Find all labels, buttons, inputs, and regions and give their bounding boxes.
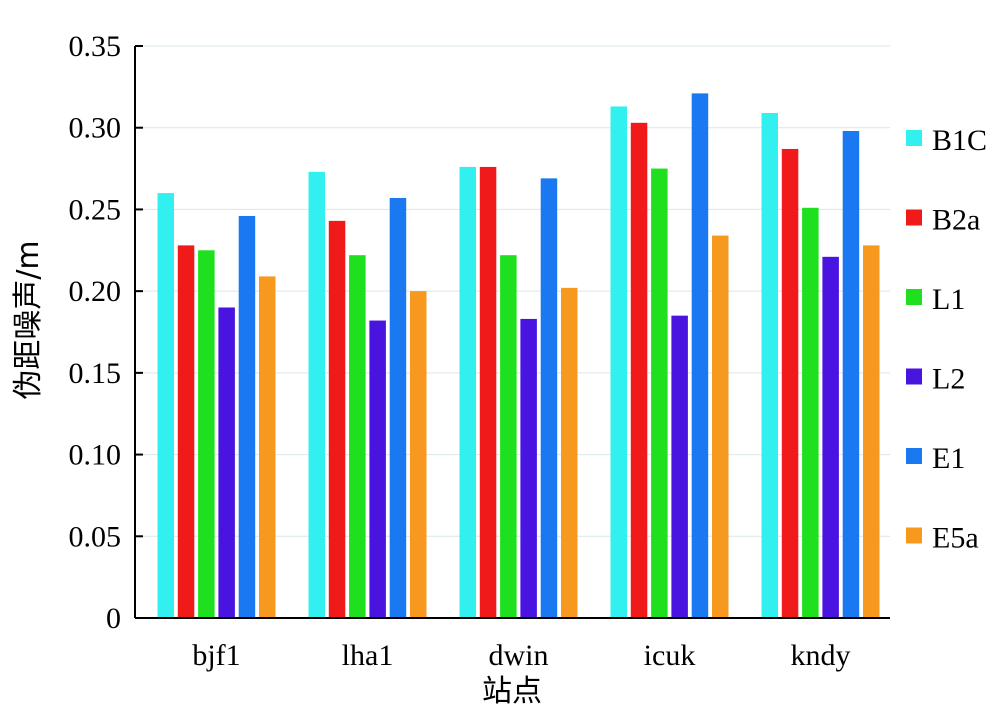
x-tick-label-lha1: lha1 <box>342 639 394 672</box>
bar-E5a-lha1 <box>410 291 427 618</box>
bar-E1-bjf1 <box>238 215 256 619</box>
bar-E1-kndy <box>842 130 860 619</box>
y-tick-label: 0.30 <box>69 112 122 145</box>
legend-swatch-E1 <box>906 448 922 464</box>
bar-L1-dwin <box>500 255 517 618</box>
legend-label-B1C: B1C <box>932 124 987 157</box>
bar-L1-kndy <box>802 207 819 618</box>
y-axis-title: 伪距噪声/m <box>11 240 46 399</box>
y-tick-label: 0.15 <box>69 357 122 390</box>
bars-group <box>157 93 880 619</box>
x-tick-labels: bjf1 lha1 dwin icuk kndy <box>192 639 850 672</box>
bar-B2a-icuk <box>630 122 648 618</box>
legend-swatch-B1C <box>906 130 922 146</box>
y-tick-labels: 0 0.05 0.10 0.15 0.20 0.25 0.30 0.35 <box>69 30 143 635</box>
legend-swatch-E5a <box>906 527 922 544</box>
bar-L1-lha1 <box>349 255 366 618</box>
bar-L2-icuk <box>671 315 688 618</box>
bar-B1C-kndy <box>761 113 778 619</box>
bar-B1C-bjf1 <box>157 193 174 619</box>
bar-E1-icuk <box>691 93 709 618</box>
bar-B2a-lha1 <box>328 220 346 618</box>
legend-label-L2: L2 <box>932 363 965 396</box>
bar-L2-bjf1 <box>218 307 235 618</box>
x-tick-label-kndy: kndy <box>791 639 851 672</box>
x-axis-title: 站点 <box>482 674 542 709</box>
legend-label-L1: L1 <box>932 283 965 316</box>
bar-B2a-dwin <box>479 166 497 619</box>
legend: B1C B2a L1 L2 E1 E5a <box>906 124 987 555</box>
legend-label-E5a: E5a <box>932 522 979 555</box>
y-tick-label: 0 <box>106 602 121 635</box>
bar-L2-dwin <box>520 318 537 618</box>
bar-E5a-kndy <box>863 245 880 618</box>
bar-B2a-bjf1 <box>177 245 195 618</box>
legend-swatch-B2a <box>906 209 922 226</box>
axes-group <box>134 46 890 619</box>
bar-L2-kndy <box>822 256 839 618</box>
bar-E5a-dwin <box>561 287 578 618</box>
legend-swatch-L2 <box>906 368 922 385</box>
x-tick-label-icuk: icuk <box>644 639 696 672</box>
legend-swatch-L1 <box>906 289 922 305</box>
x-tick-label-bjf1: bjf1 <box>192 639 240 672</box>
y-tick-label: 0.05 <box>69 520 122 553</box>
y-tick-label: 0.10 <box>69 439 122 472</box>
y-tick-label: 0.20 <box>69 275 122 308</box>
bar-B2a-kndy <box>781 148 799 618</box>
y-tick-label: 0.25 <box>69 193 122 226</box>
bar-B1C-dwin <box>459 166 476 619</box>
y-tick-label: 0.35 <box>69 30 122 63</box>
bar-E1-dwin <box>540 178 558 618</box>
legend-label-B2a: B2a <box>932 204 980 237</box>
bar-E5a-icuk <box>712 235 729 618</box>
bar-L1-bjf1 <box>198 250 215 619</box>
x-tick-label-dwin: dwin <box>489 639 549 672</box>
bar-B1C-icuk <box>610 106 627 619</box>
bar-B1C-lha1 <box>308 171 325 618</box>
bar-L2-lha1 <box>369 320 386 618</box>
bar-E1-lha1 <box>389 197 407 618</box>
legend-label-E1: E1 <box>932 442 965 475</box>
bar-L1-icuk <box>651 168 668 619</box>
bar-E5a-bjf1 <box>259 276 276 618</box>
